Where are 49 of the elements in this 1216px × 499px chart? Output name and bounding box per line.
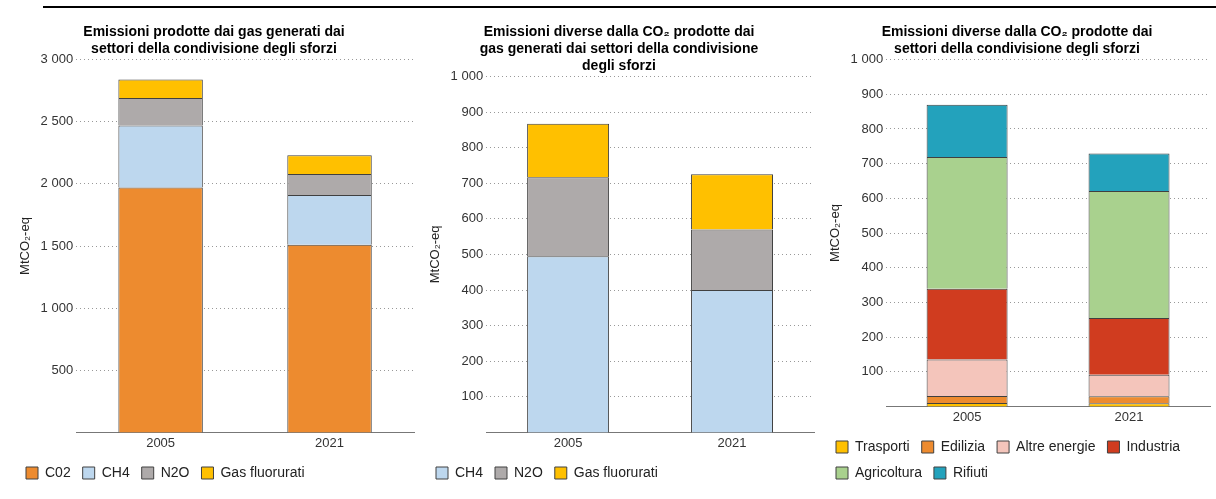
y-axis-title: MtCO₂-eq [827,204,843,262]
y-tick-label: 200 [861,328,884,344]
y-axis-title: MtCO₂-eq [17,217,33,275]
legend-label: N2O [514,463,543,480]
y-tick-label: 700 [461,174,484,190]
y-tick-label: 600 [461,210,484,226]
chart-title: Emissioni prodotte dai gas generati dai settori della condivisione degli sforzi [83,23,345,57]
y-tick-label: 1 000 [40,299,74,315]
x-tick-label: 2021 [315,434,344,450]
legend-label: CH4 [455,463,484,480]
y-tick-label: 1 500 [40,237,74,253]
y-tick-label: 800 [461,139,484,155]
y-tick-label: 400 [861,259,884,275]
y-tick-label: 800 [861,120,884,136]
legend-label: Altre energie [1016,437,1096,454]
y-axis-title: MtCO₂-eq [427,225,443,284]
y-tick-label: 700 [861,155,884,171]
y-tick-label: 500 [461,245,484,261]
y-tick-label: 400 [461,281,484,297]
y-tick-label: 1 000 [850,51,884,67]
legend-label: C02 [45,463,71,480]
y-tick-label: 900 [861,85,884,101]
x-tick-label: 2021 [1114,408,1144,424]
y-tick-label: 2 000 [40,175,74,191]
legend-label: CH4 [101,463,130,480]
y-tick-label: 100 [861,363,884,379]
y-tick-label: 100 [461,388,484,404]
y-tick-label: 200 [461,352,484,368]
legend-label: Industria [1126,437,1181,454]
legend-label: N2O [160,463,190,480]
y-tick-label: 600 [861,189,884,205]
legend-label: Gas fluorurati [573,463,658,480]
legend-label: Agricoltura [855,463,923,480]
y-tick-label: 300 [461,317,484,333]
legend-label: Trasporti [855,437,910,454]
y-tick-label: 500 [861,224,884,240]
y-tick-label: 500 [51,361,74,377]
y-tick-label: 2 500 [40,113,74,129]
y-tick-label: 1 000 [450,67,484,83]
legend-label: Gas fluorurati [220,463,305,480]
y-tick-label: 900 [461,103,484,119]
legend-label: Rifiuti [952,463,988,480]
x-tick-label: 2021 [717,434,747,450]
x-tick-label: 2005 [553,434,583,450]
y-tick-label: 3 000 [40,51,74,67]
y-tick-label: 300 [861,293,884,309]
x-tick-label: 2005 [146,434,176,450]
legend-label: Edilizia [940,437,986,454]
x-tick-label: 2005 [952,408,982,424]
